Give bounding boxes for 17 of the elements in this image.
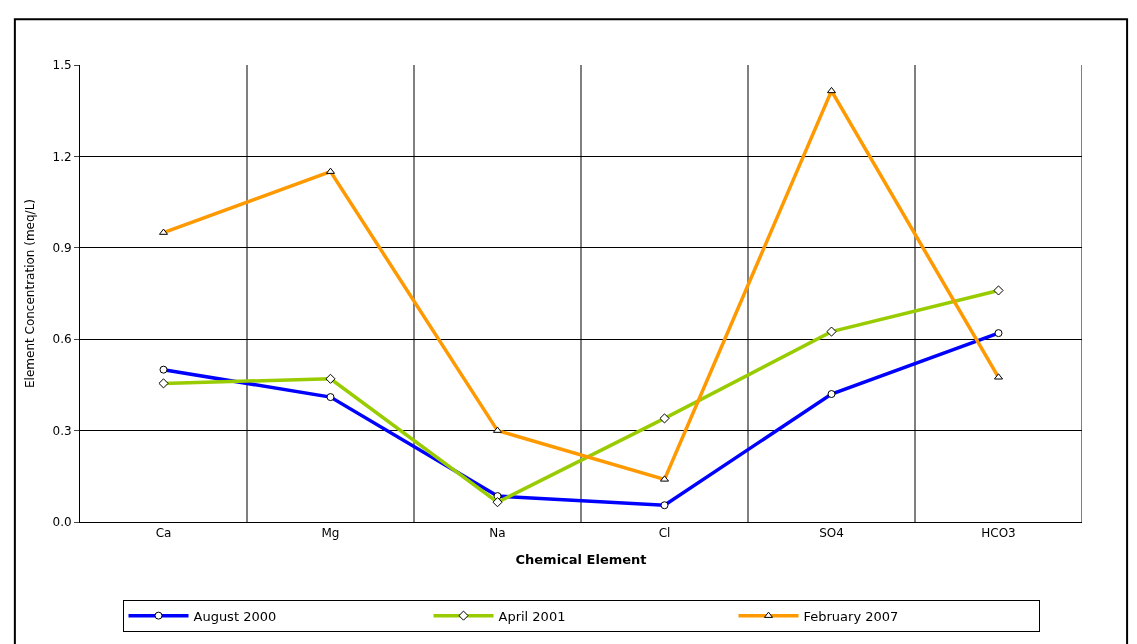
x-axis-title: Chemical Element [515, 552, 647, 567]
x-tick-label: Na [489, 526, 506, 541]
x-tick-label: Ca [155, 526, 172, 541]
y-tick-label: 0.9 [52, 241, 72, 255]
y-tick-label: 0.3 [52, 423, 72, 438]
legend-label: April 2001 [498, 608, 566, 624]
y-axis-title: Element Concentration (meq/L) [22, 199, 37, 388]
y-tick-label: 0.0 [52, 515, 72, 530]
legend-label: February 2007 [803, 608, 899, 624]
x-tick-label: HCO3 [981, 526, 1016, 541]
y-tick-label: 1.2 [52, 149, 72, 164]
x-tick-label: Mg [321, 526, 340, 541]
legend-label: August 2000 [193, 608, 277, 624]
y-tick-label: 0.6 [52, 332, 72, 347]
x-tick-label: Cl [658, 526, 671, 541]
x-tick-label: SO4 [819, 526, 844, 541]
y-tick-label: 1.5 [52, 58, 72, 73]
